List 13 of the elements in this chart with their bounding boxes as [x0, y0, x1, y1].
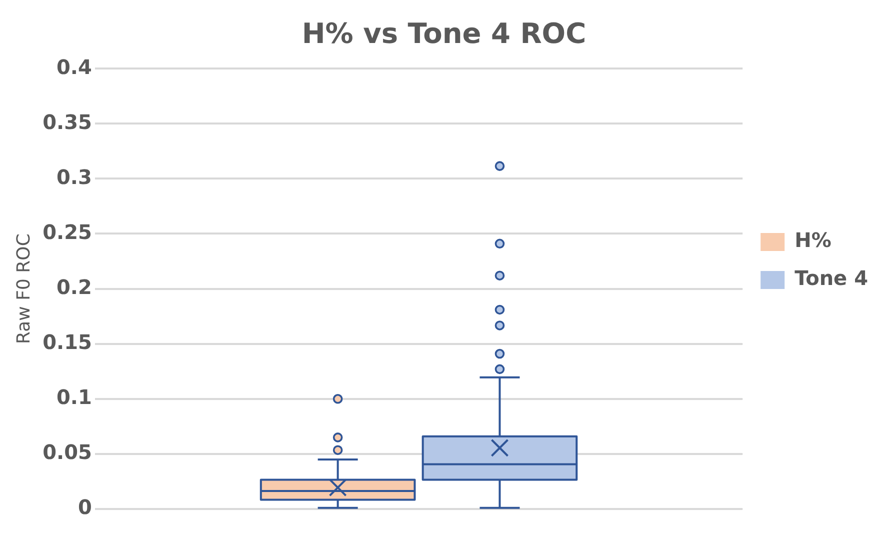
y-tick-label: 0.15	[42, 330, 92, 354]
y-tick-label: 0	[78, 495, 92, 520]
y-tick-label: 0.05	[42, 440, 92, 464]
legend-label: Tone 4	[794, 266, 868, 290]
y-tick-label: 0.35	[42, 110, 92, 134]
legend-label: H%	[794, 228, 832, 252]
chart-title: H% vs Tone 4 ROC	[302, 17, 586, 50]
y-tick-label: 0.25	[42, 220, 92, 244]
y-axis-title: Raw F0 ROC	[13, 234, 34, 344]
y-tick-label: 0.1	[56, 385, 92, 410]
y-tick-label: 0.2	[56, 275, 92, 300]
y-tick-label: 0.3	[56, 164, 92, 189]
y-tick-label: 0.4	[56, 54, 92, 79]
